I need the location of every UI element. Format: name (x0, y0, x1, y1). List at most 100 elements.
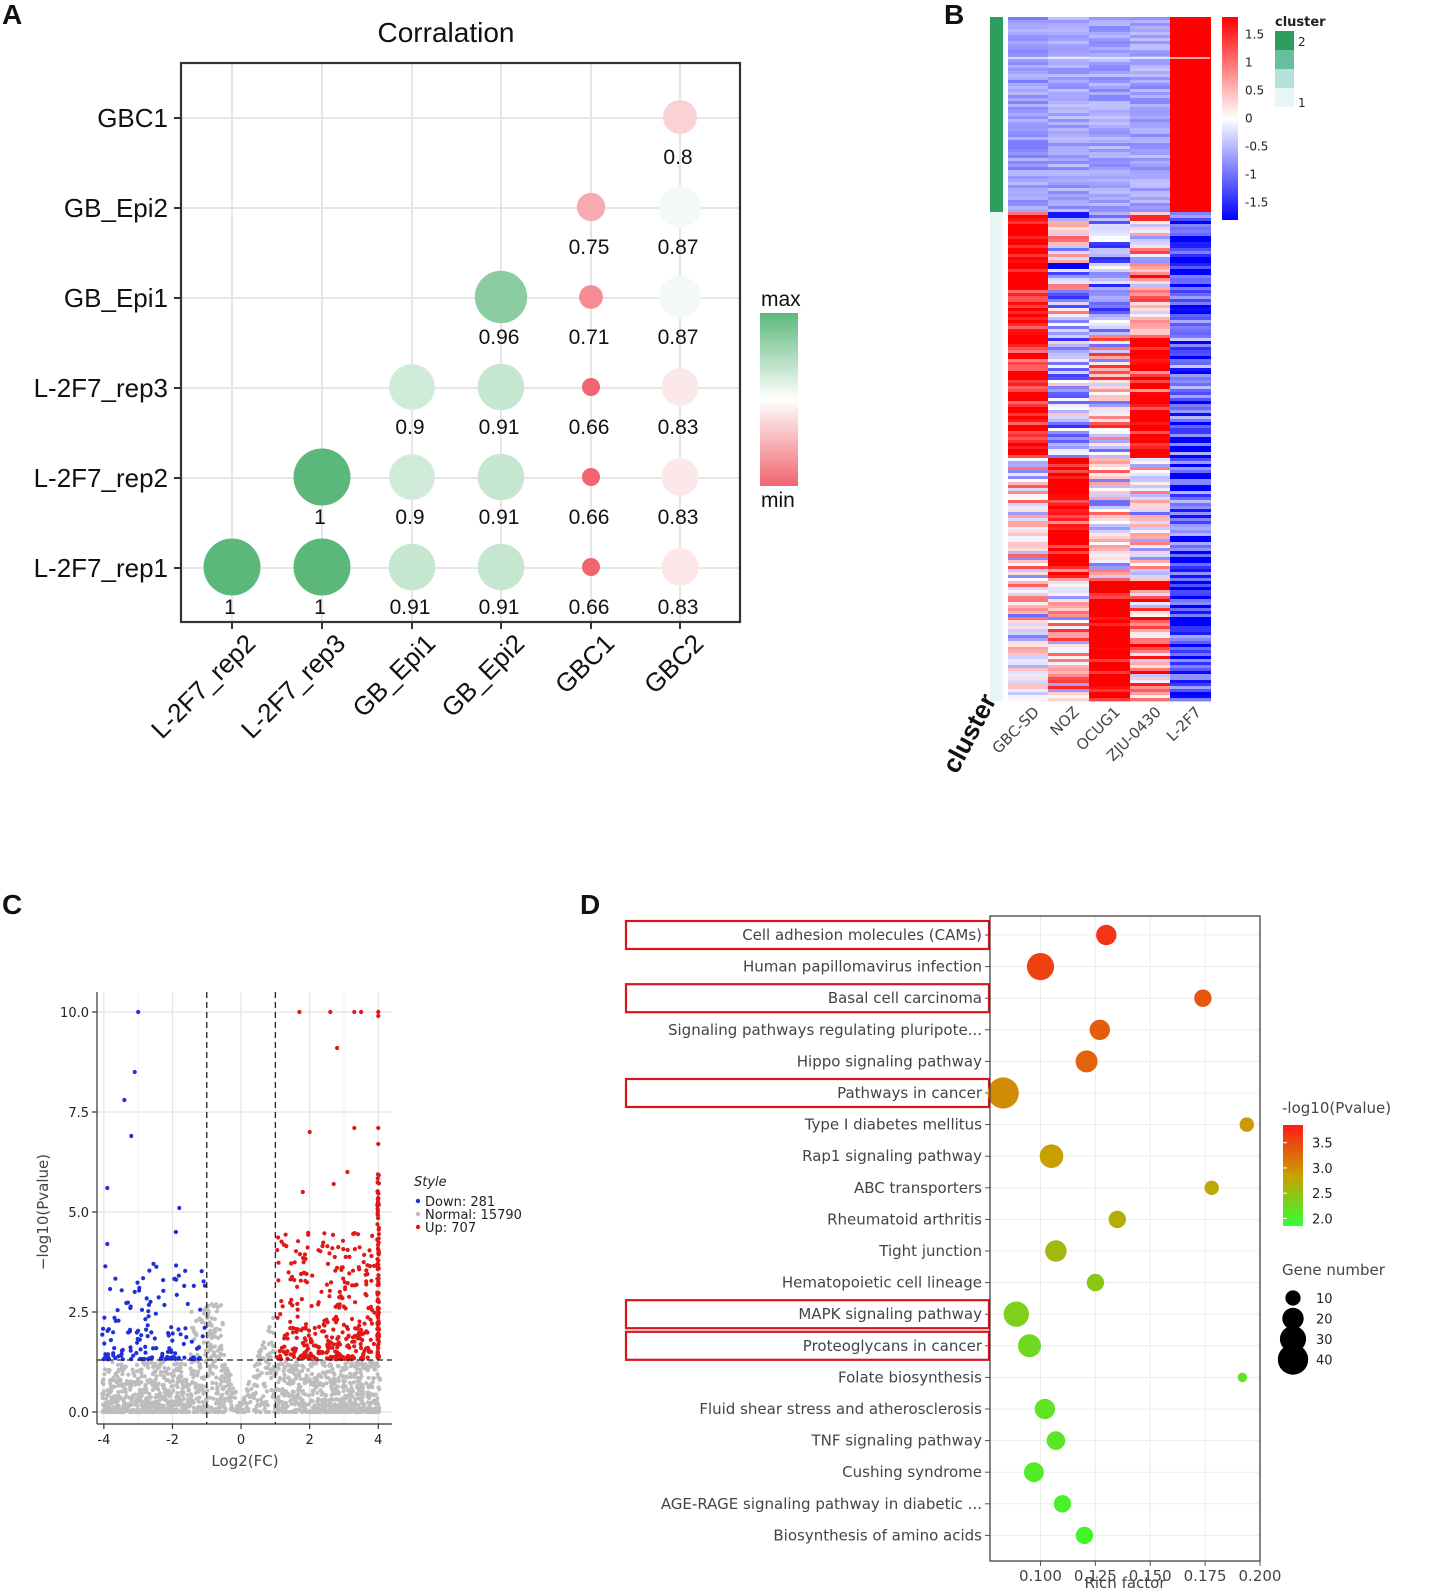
panel-b-cell-r87-ocug1 (1089, 278, 1130, 282)
panel-c-point-normal-1205 (327, 1363, 332, 1368)
panel-b-cell-r35-gbc-sd (1008, 122, 1049, 126)
panel-b-cell-r134-ocug1 (1089, 419, 1130, 423)
panel-b-cell-r223-noz (1048, 686, 1089, 690)
panel-b-cell-r110-l-2f7 (1170, 347, 1211, 351)
panel-b-cell-r105-ocug1 (1089, 332, 1130, 336)
panel-b-cell-r19-ocug1 (1089, 74, 1130, 78)
panel-b-cell-r222-l-2f7 (1170, 683, 1211, 687)
panel-c-point-up-2133 (376, 1173, 381, 1178)
panel-c-point-up-1855 (365, 1263, 370, 1268)
panel-a-xlabel-gb-epi1: GB_Epi1 (346, 628, 441, 723)
panel-b-cell-r127-noz (1048, 398, 1089, 402)
panel-b-cell-r88-gbc-sd (1008, 281, 1049, 285)
panel-c-point-up-2044 (339, 1265, 344, 1270)
panel-b-cell-r53-noz (1048, 176, 1089, 180)
panel-c-point-normal-1282 (304, 1373, 309, 1378)
panel-b-cell-r55-zju-0430 (1130, 182, 1171, 186)
panel-c-point-normal-798 (123, 1390, 128, 1395)
panel-c-point-normal-1461 (165, 1389, 170, 1394)
panel-b-cell-r227-l-2f7 (1170, 698, 1211, 702)
panel-c-point-normal-621 (277, 1376, 283, 1381)
panel-c-point-normal-1320 (372, 1366, 377, 1372)
panel-c-point-normal-1332 (251, 1395, 256, 1401)
panel-b-cell-r206-noz (1048, 635, 1089, 639)
panel-b-cell-r167-l-2f7 (1170, 518, 1211, 522)
panel-c-point-normal-1327 (275, 1403, 280, 1408)
panel-c-point-normal-1025 (360, 1395, 365, 1400)
panel-b-cell-r29-noz (1048, 104, 1089, 108)
panel-b-cell-r152-ocug1 (1089, 473, 1130, 477)
panel-b-cell-r42-ocug1 (1089, 143, 1130, 147)
panel-b-cell-r57-noz (1048, 188, 1089, 192)
panel-c-point-down-1673 (169, 1350, 174, 1355)
panel-c-point-normal-820 (340, 1365, 346, 1370)
panel-b-cell-r18-gbc-sd (1008, 71, 1049, 75)
panel-c-point-normal-1000 (290, 1369, 295, 1375)
panel-b-cell-r209-gbc-sd (1008, 644, 1049, 648)
panel-c-point-normal-367 (104, 1396, 109, 1401)
panel-b-cell-r57-zju-0430 (1130, 188, 1171, 192)
panel-c-point-normal-1203 (352, 1400, 357, 1405)
panel-b-cell-r111-l-2f7 (1170, 350, 1211, 354)
panel-b-cell-r167-zju-0430 (1130, 518, 1171, 522)
panel-b-cell-r189-ocug1 (1089, 584, 1130, 588)
panel-b-cell-r115-ocug1 (1089, 362, 1130, 366)
panel-b-cell-r215-l-2f7 (1170, 662, 1211, 666)
panel-c-point-normal-1516 (201, 1340, 207, 1345)
panel-b-cell-r153-noz (1048, 476, 1089, 480)
panel-b-cell-r107-noz (1048, 338, 1089, 342)
panel-b-cell-r39-zju-0430 (1130, 134, 1171, 138)
panel-c-point-normal-1393 (104, 1392, 110, 1397)
panel-b-cell-r140-ocug1 (1089, 437, 1130, 441)
panel-b-cell-r119-l-2f7 (1170, 374, 1211, 378)
panel-c-point-normal-1463 (213, 1365, 218, 1370)
panel-c-point-down-1583 (161, 1288, 166, 1293)
panel-b-cell-r165-ocug1 (1089, 512, 1130, 516)
panel-b-cell-r72-gbc-sd (1008, 233, 1049, 237)
panel-b-cell-r140-gbc-sd (1008, 437, 1049, 441)
panel-b-cell-r173-l-2f7 (1170, 536, 1211, 540)
panel-b-cluster-legend-label-1: 1 (1298, 96, 1306, 110)
panel-b-cell-r133-zju-0430 (1130, 416, 1171, 420)
panel-b-cell-r202-l-2f7 (1170, 623, 1211, 627)
panel-b-cell-r62-zju-0430 (1130, 203, 1171, 207)
panel-b-cell-r5-gbc-sd (1008, 32, 1049, 36)
panel-b-cell-r91-gbc-sd (1008, 290, 1049, 294)
panel-b-cell-r200-noz (1048, 617, 1089, 621)
panel-c-point-normal-1556 (217, 1327, 222, 1332)
panel-b-cell-r146-noz (1048, 455, 1089, 459)
panel-b-cell-r31-ocug1 (1089, 110, 1130, 114)
panel-b-cell-r147-zju-0430 (1130, 458, 1171, 462)
panel-b-cell-r203-gbc-sd (1008, 626, 1049, 630)
panel-c-point-normal-1292 (242, 1395, 247, 1400)
panel-b-cell-r36-zju-0430 (1130, 125, 1171, 129)
panel-b-cell-r0-gbc-sd (1008, 17, 1049, 21)
panel-c-point-up-2124 (376, 1191, 381, 1196)
panel-b-cell-r146-ocug1 (1089, 455, 1130, 459)
panel-c-point-normal-1488 (329, 1378, 334, 1383)
panel-c-point-normal-1472 (102, 1409, 107, 1414)
panel-b-cell-r40-ocug1 (1089, 137, 1130, 141)
panel-c-point-normal-1129 (282, 1392, 287, 1397)
panel-c-point-normal-425 (126, 1372, 131, 1377)
panel-d-point-biosynthesis-of-amino-acids (1075, 1526, 1094, 1545)
panel-c-point-normal-1495 (348, 1406, 353, 1411)
panel-b-cell-r168-ocug1 (1089, 521, 1130, 525)
panel-b-cell-r89-noz (1048, 284, 1089, 288)
panel-a-value-l-2f7-rep3-vs-gb-epi2: 0.91 (479, 416, 520, 439)
panel-b-cell-r101-l-2f7 (1170, 320, 1211, 324)
panel-b-cell-r27-l-2f7 (1170, 98, 1211, 102)
panel-b-cell-r103-zju-0430 (1130, 326, 1171, 330)
panel-b-cell-r112-noz (1048, 353, 1089, 357)
panel-b-cell-r99-noz (1048, 314, 1089, 318)
panel-c-point-up-1820 (340, 1330, 345, 1335)
panel-d-term-rap1-signaling-pathway: Rap1 signaling pathway (802, 1147, 982, 1165)
panel-b-cell-r114-gbc-sd (1008, 359, 1049, 363)
panel-c-point-normal-1492 (343, 1393, 348, 1399)
panel-b-cluster-legend-title: cluster (1275, 15, 1326, 30)
panel-b-cell-r182-ocug1 (1089, 563, 1130, 567)
panel-c-point-normal-470 (170, 1384, 175, 1389)
panel-c-point-normal-1499 (269, 1340, 274, 1345)
panel-c-point-normal-988 (131, 1371, 136, 1376)
panel-c-point-normal-1259 (216, 1355, 221, 1360)
